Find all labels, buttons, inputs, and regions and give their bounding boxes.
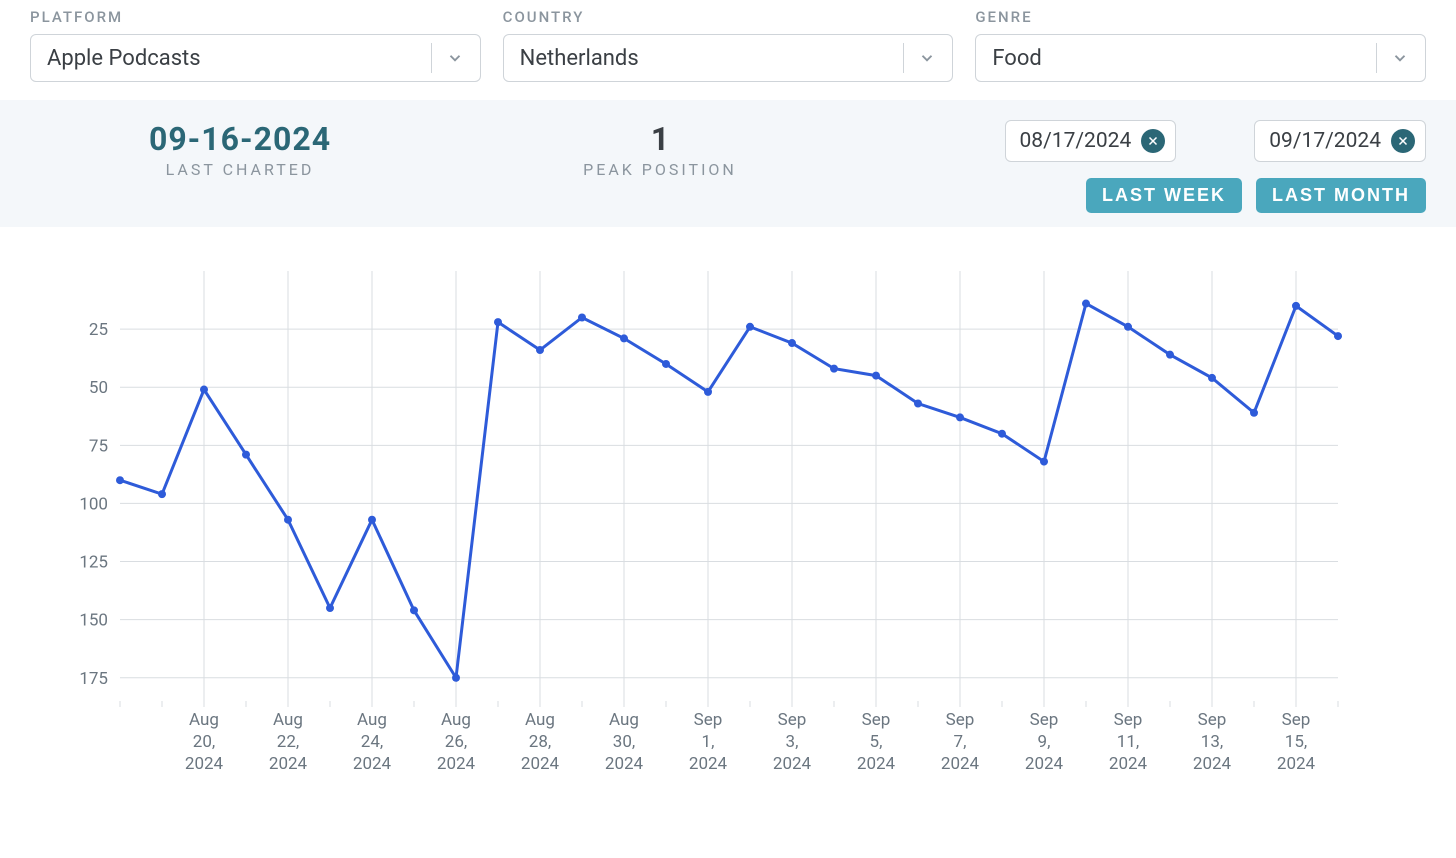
svg-text:22,: 22, (277, 732, 299, 752)
svg-text:1,: 1, (702, 732, 715, 752)
peak-block: 1 PEAK POSITION (450, 120, 870, 179)
genre-select[interactable]: Food (975, 34, 1426, 82)
svg-text:13,: 13, (1201, 732, 1223, 752)
svg-text:Sep: Sep (946, 710, 975, 730)
svg-text:125: 125 (79, 553, 108, 573)
platform-value: Apple Podcasts (47, 46, 201, 71)
svg-text:Sep: Sep (862, 710, 891, 730)
genre-label: GENRE (975, 8, 1426, 26)
svg-text:Sep: Sep (1198, 710, 1227, 730)
close-icon (1397, 135, 1409, 147)
svg-text:25: 25 (89, 320, 108, 340)
date-controls: 08/17/2024 09/17/2024 LAST WEEK LAST MON… (1005, 120, 1427, 213)
genre-filter-group: GENRE Food (975, 8, 1426, 82)
svg-text:Aug: Aug (525, 710, 555, 730)
svg-text:Aug: Aug (189, 710, 219, 730)
country-value: Netherlands (520, 46, 639, 71)
peak-caption: PEAK POSITION (450, 160, 870, 179)
chevron-down-icon (1391, 49, 1409, 67)
svg-text:2024: 2024 (437, 754, 476, 774)
svg-text:2024: 2024 (605, 754, 644, 774)
last-month-button[interactable]: LAST MONTH (1256, 178, 1426, 213)
select-divider (1376, 43, 1377, 73)
svg-text:Aug: Aug (441, 710, 471, 730)
svg-text:2024: 2024 (521, 754, 560, 774)
svg-text:Aug: Aug (609, 710, 639, 730)
svg-text:2024: 2024 (353, 754, 392, 774)
chevron-down-icon (918, 49, 936, 67)
select-divider (431, 43, 432, 73)
last-charted-value: 09-16-2024 (30, 120, 450, 158)
peak-value: 1 (450, 120, 870, 158)
svg-text:Sep: Sep (1282, 710, 1311, 730)
country-filter-group: COUNTRY Netherlands (503, 8, 954, 82)
svg-text:30,: 30, (613, 732, 635, 752)
svg-text:50: 50 (89, 378, 108, 398)
last-charted-block: 09-16-2024 LAST CHARTED (30, 120, 450, 179)
svg-text:Sep: Sep (694, 710, 723, 730)
svg-text:24,: 24, (361, 732, 383, 752)
svg-text:9,: 9, (1038, 732, 1051, 752)
start-date-value: 08/17/2024 (1020, 129, 1132, 153)
svg-text:2024: 2024 (185, 754, 224, 774)
quick-range-row: LAST WEEK LAST MONTH (1086, 178, 1426, 213)
svg-text:75: 75 (89, 436, 108, 456)
clear-start-date-button[interactable] (1141, 129, 1165, 153)
select-divider (903, 43, 904, 73)
clear-end-date-button[interactable] (1391, 129, 1415, 153)
country-label: COUNTRY (503, 8, 954, 26)
svg-text:2024: 2024 (857, 754, 896, 774)
svg-text:Aug: Aug (273, 710, 303, 730)
svg-text:11,: 11, (1117, 732, 1139, 752)
svg-text:20,: 20, (193, 732, 215, 752)
svg-text:175: 175 (79, 669, 108, 689)
start-date-input[interactable]: 08/17/2024 (1005, 120, 1177, 162)
svg-text:Sep: Sep (778, 710, 807, 730)
last-charted-caption: LAST CHARTED (30, 160, 450, 179)
platform-label: PLATFORM (30, 8, 481, 26)
last-week-button[interactable]: LAST WEEK (1086, 178, 1242, 213)
filter-bar: PLATFORM Apple Podcasts COUNTRY Netherla… (0, 0, 1456, 100)
genre-value: Food (992, 46, 1041, 71)
svg-text:2024: 2024 (1025, 754, 1064, 774)
chevron-down-icon (446, 49, 464, 67)
svg-text:5,: 5, (870, 732, 883, 752)
platform-select[interactable]: Apple Podcasts (30, 34, 481, 82)
svg-text:2024: 2024 (689, 754, 728, 774)
svg-text:2024: 2024 (941, 754, 980, 774)
svg-text:28,: 28, (529, 732, 551, 752)
country-select[interactable]: Netherlands (503, 34, 954, 82)
svg-text:100: 100 (79, 494, 108, 514)
svg-text:7,: 7, (954, 732, 967, 752)
svg-text:2024: 2024 (1277, 754, 1316, 774)
chart-container: 255075100125150175Aug20,2024Aug22,2024Au… (0, 227, 1456, 801)
svg-text:Sep: Sep (1114, 710, 1143, 730)
end-date-input[interactable]: 09/17/2024 (1254, 120, 1426, 162)
svg-text:3,: 3, (786, 732, 799, 752)
svg-text:26,: 26, (445, 732, 467, 752)
svg-text:2024: 2024 (773, 754, 812, 774)
rank-chart: 255075100125150175Aug20,2024Aug22,2024Au… (30, 251, 1410, 791)
svg-text:2024: 2024 (1193, 754, 1232, 774)
stats-bar: 09-16-2024 LAST CHARTED 1 PEAK POSITION … (0, 100, 1456, 227)
svg-text:Aug: Aug (357, 710, 387, 730)
platform-filter-group: PLATFORM Apple Podcasts (30, 8, 481, 82)
date-range-row: 08/17/2024 09/17/2024 (1005, 120, 1427, 162)
svg-text:Sep: Sep (1030, 710, 1059, 730)
svg-text:2024: 2024 (1109, 754, 1148, 774)
end-date-value: 09/17/2024 (1269, 129, 1381, 153)
svg-text:2024: 2024 (269, 754, 308, 774)
close-icon (1147, 135, 1159, 147)
svg-text:150: 150 (79, 611, 108, 631)
svg-text:15,: 15, (1285, 732, 1307, 752)
